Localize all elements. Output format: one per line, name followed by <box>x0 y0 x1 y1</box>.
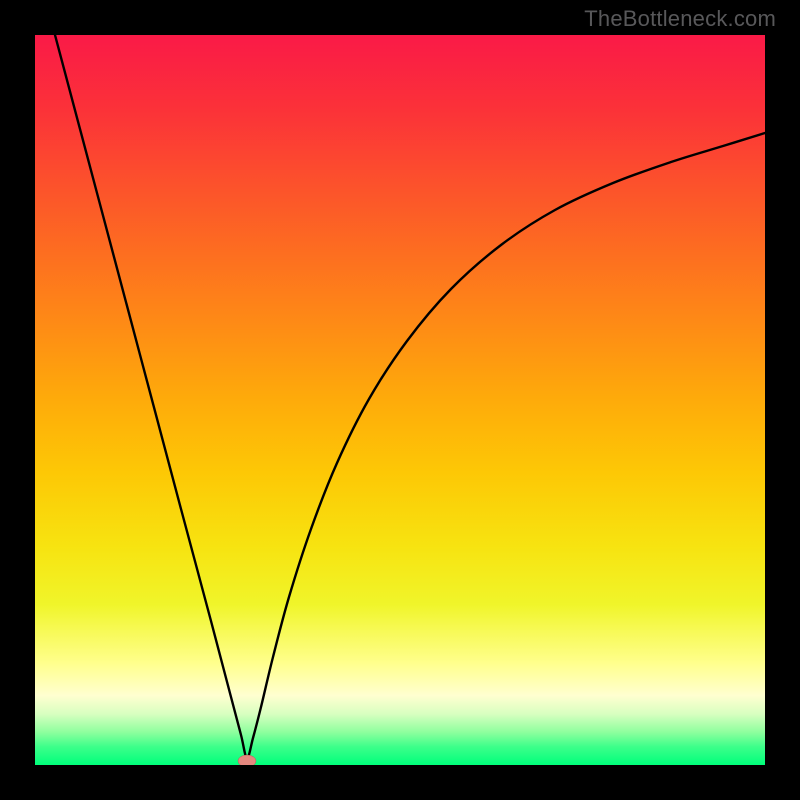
source-watermark: TheBottleneck.com <box>584 6 776 32</box>
optimal-point-marker <box>238 755 256 765</box>
plot-area <box>35 35 765 765</box>
gradient-background <box>35 35 765 765</box>
bottleneck-chart-svg <box>35 35 765 765</box>
